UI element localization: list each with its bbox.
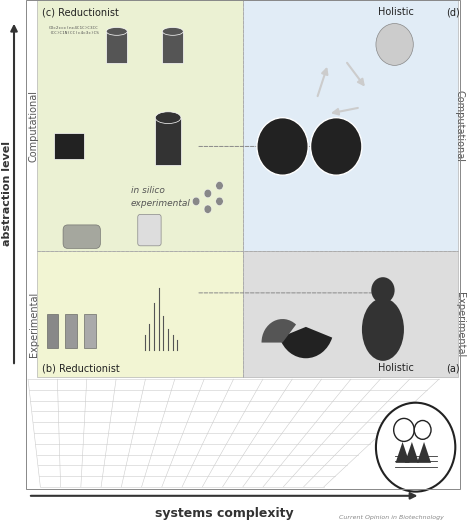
Circle shape xyxy=(216,197,223,206)
Circle shape xyxy=(371,277,395,303)
Circle shape xyxy=(376,24,413,65)
Bar xyxy=(54,133,84,159)
Ellipse shape xyxy=(163,27,183,36)
Text: (b) Reductionist: (b) Reductionist xyxy=(42,363,120,373)
Wedge shape xyxy=(280,327,332,358)
Text: (d): (d) xyxy=(446,7,460,17)
Circle shape xyxy=(376,403,455,492)
Bar xyxy=(37,251,243,377)
Text: systems complexity: systems complexity xyxy=(155,507,293,520)
Bar xyxy=(37,0,243,251)
Circle shape xyxy=(192,197,200,206)
Text: Experimental: Experimental xyxy=(28,292,39,357)
Text: Current Opinion in Biotechnology: Current Opinion in Biotechnology xyxy=(339,515,444,520)
Circle shape xyxy=(204,189,212,198)
FancyBboxPatch shape xyxy=(63,225,100,248)
Text: in silico: in silico xyxy=(131,186,165,196)
Bar xyxy=(47,314,58,348)
Circle shape xyxy=(204,205,212,213)
Circle shape xyxy=(311,118,362,175)
Polygon shape xyxy=(417,442,431,463)
Bar xyxy=(243,0,458,251)
Ellipse shape xyxy=(362,298,404,361)
Text: (c) Reductionist: (c) Reductionist xyxy=(42,7,119,17)
Polygon shape xyxy=(405,442,419,463)
Circle shape xyxy=(414,420,431,439)
Wedge shape xyxy=(262,319,296,343)
Text: COc2ccc(nc4C1C)C3CC
(CC)C1N(CC)c4c3c)CS: COc2ccc(nc4C1C)C3CC (CC)C1N(CC)c4c3c)CS xyxy=(49,26,99,35)
Bar xyxy=(106,31,127,63)
Circle shape xyxy=(394,418,414,441)
Circle shape xyxy=(257,118,308,175)
Bar xyxy=(155,118,181,165)
Bar xyxy=(163,31,183,63)
Text: Holistic: Holistic xyxy=(378,7,414,17)
FancyBboxPatch shape xyxy=(138,214,161,246)
Text: (a): (a) xyxy=(446,363,460,373)
Text: Holistic: Holistic xyxy=(378,363,414,373)
Text: Computational: Computational xyxy=(28,89,39,162)
Text: Experimental: Experimental xyxy=(455,292,465,357)
Bar xyxy=(84,314,96,348)
Text: abstraction level: abstraction level xyxy=(2,141,12,246)
Ellipse shape xyxy=(106,27,127,36)
Text: Computational: Computational xyxy=(455,89,465,162)
Bar xyxy=(243,251,458,377)
Text: experimental: experimental xyxy=(131,199,191,209)
Ellipse shape xyxy=(155,112,181,123)
Circle shape xyxy=(216,181,223,190)
Bar xyxy=(65,314,77,348)
Polygon shape xyxy=(396,442,410,463)
